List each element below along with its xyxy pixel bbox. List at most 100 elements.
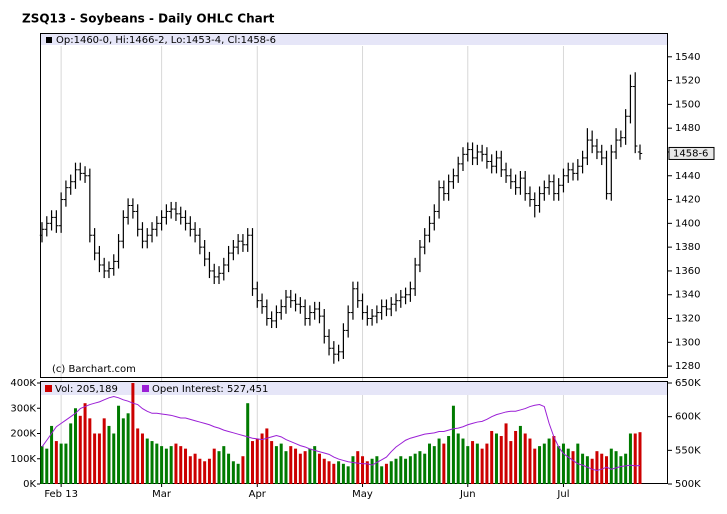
volume-bar (628, 433, 632, 484)
volume-bar (346, 466, 350, 484)
volume-bar (260, 433, 264, 484)
volume-bar (236, 463, 240, 484)
y-tick-label: 1280 (675, 361, 700, 372)
ohlc-legend: Op:1460-0, Hi:1466-2, Lo:1453-4, Cl:1458… (56, 35, 276, 46)
volume-bar (294, 448, 298, 484)
volume-bar (303, 451, 307, 484)
volume-bar (542, 443, 546, 484)
volume-bar (514, 430, 518, 484)
volume-bar (361, 456, 365, 484)
volume-bar (117, 405, 121, 484)
volume-bar (595, 451, 599, 484)
y-tick-label: 1340 (675, 290, 700, 301)
volume-bar (494, 433, 498, 484)
volume-bar (585, 456, 589, 484)
volume-bar (64, 443, 68, 484)
volume-bar (581, 453, 585, 484)
volume-bar (370, 458, 374, 484)
volume-bar (250, 441, 254, 484)
x-tick-label: Mar (152, 489, 172, 500)
volume-bar (73, 408, 77, 484)
volume-bar (270, 441, 274, 484)
y-tick-label: 0K (23, 479, 36, 490)
open-interest-line (41, 395, 641, 472)
volume-bar (69, 423, 73, 484)
last-price-box (668, 146, 715, 160)
volume-bar (188, 456, 192, 484)
volume-bar (169, 446, 173, 484)
volume-bar (126, 413, 130, 484)
volume-bar (490, 430, 494, 484)
volume-bar (265, 428, 269, 484)
volume-bar (504, 423, 508, 484)
volume-bar (184, 448, 188, 484)
volume-bar (93, 433, 97, 484)
volume-bar (246, 403, 250, 484)
y2-tick-label: 600K (675, 412, 701, 423)
legend-swatch (46, 37, 52, 43)
volume-bar (136, 428, 140, 484)
volume-bar (45, 448, 49, 484)
volume-bar (313, 446, 317, 484)
volume-bar (571, 451, 575, 484)
volume-bar (279, 443, 283, 484)
volume-bar (231, 461, 235, 484)
volume-bar (193, 453, 197, 484)
volume-bar (40, 446, 44, 484)
volume-bar (428, 443, 432, 484)
y-tick-label: 1500 (675, 99, 700, 110)
y-tick-label: 1420 (675, 195, 700, 206)
volume-bar (289, 446, 293, 484)
volume-bar (447, 436, 451, 484)
legend-swatch (45, 385, 52, 392)
volume-bar (255, 438, 259, 484)
volume-bar (413, 453, 417, 484)
grid (60, 46, 564, 484)
volume-bar (561, 443, 565, 484)
volume-bar (308, 448, 312, 484)
volume-bar (423, 453, 427, 484)
volume-bar (356, 451, 360, 484)
x-tick-label: Feb 13 (44, 489, 78, 500)
volume-bar (552, 436, 556, 484)
x-tick-label: Jun (459, 489, 476, 500)
volume-bar (150, 441, 154, 484)
volume-bar (533, 448, 537, 484)
volume-bar (241, 456, 245, 484)
volume-bar (227, 453, 231, 484)
volume-bar (480, 448, 484, 484)
volume-bar (456, 433, 460, 484)
volume-bar (538, 446, 542, 484)
volume-bar (523, 433, 527, 484)
volume-bar (327, 461, 331, 484)
volume-bar (389, 461, 393, 484)
volume-bar (160, 446, 164, 484)
volume-bar (112, 433, 116, 484)
volume-bar (174, 443, 178, 484)
y2-tick-label: 650K (675, 378, 701, 389)
x-tick-label: Apr (249, 489, 267, 500)
volume-bar (102, 418, 106, 484)
volume-bar (466, 446, 470, 484)
volume-bar (298, 453, 302, 484)
volume-bar (317, 453, 321, 484)
volume-bar (274, 446, 278, 484)
y-tick-label: 1380 (675, 242, 700, 253)
volume-bar (54, 441, 58, 484)
volume-bar (638, 432, 642, 484)
header-band (41, 34, 667, 45)
volume-bar (341, 463, 345, 484)
volume-bar (203, 461, 207, 484)
volume-bar (475, 443, 479, 484)
price-frame (40, 33, 668, 378)
volume-bar (179, 446, 183, 484)
volume-bar (140, 433, 144, 484)
volume-bar (518, 425, 522, 484)
volume-bar (605, 456, 609, 484)
y-tick-label: 100K (10, 454, 36, 465)
volume-bar (97, 433, 101, 484)
volume-bar (332, 463, 336, 484)
y-tick-label: 400K (10, 378, 36, 389)
y2-tick-label: 500K (675, 479, 701, 490)
last-price-label: 1458-6 (673, 148, 708, 159)
